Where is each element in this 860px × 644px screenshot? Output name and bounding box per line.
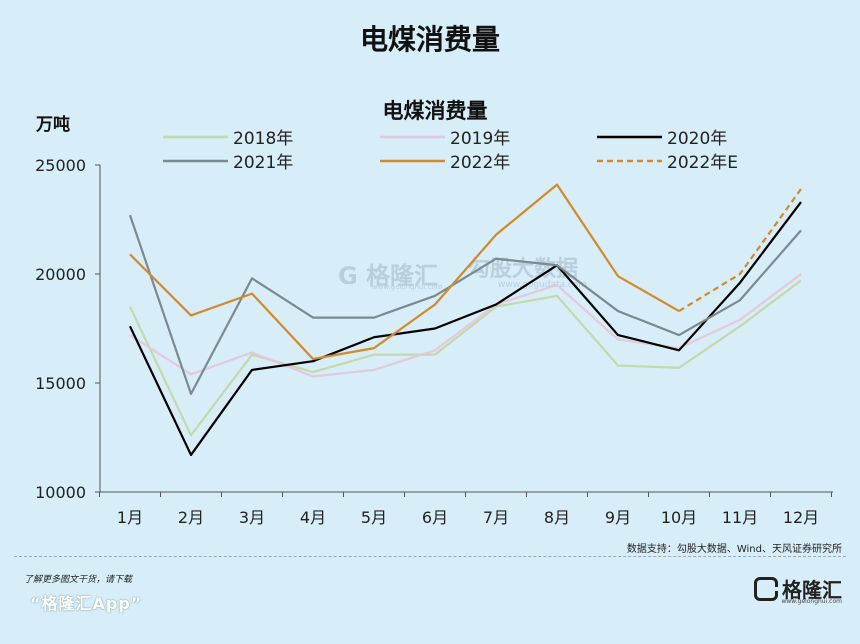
app-promo[interactable]: “格隆汇App” (30, 594, 143, 613)
legend-label: 2018年 (233, 129, 293, 149)
brand-logo: 格隆汇 (754, 574, 842, 603)
x-tick-label: 3月 (239, 508, 265, 527)
legend-label: 2022年 (450, 153, 510, 173)
y-tick-label: 20000 (35, 265, 86, 284)
x-tick-label: 10月 (661, 508, 697, 527)
legend-label: 2020年 (667, 129, 727, 149)
series-line (128, 214, 802, 395)
series-line (129, 183, 680, 361)
watermark-logo: G 格隆汇 (338, 262, 438, 290)
series-line (129, 201, 802, 457)
legend-label: 2022年E (667, 153, 738, 173)
watermark-url: www.gelonghui.com (372, 283, 443, 291)
series-line (129, 279, 802, 437)
legend-label: 2021年 (233, 153, 293, 173)
x-tick-label: 6月 (422, 508, 448, 527)
logo-g-icon (754, 576, 778, 601)
download-tip: 了解更多图文干货，请下载 (24, 575, 133, 585)
page-title: 电煤消费量 (359, 23, 500, 56)
source-note: 数据支持：勾股大数据、Wind、天风证券研究所 (626, 544, 842, 555)
x-tick-label: 11月 (722, 508, 758, 527)
brand-url: www.gelonghui.com (781, 598, 842, 605)
x-tick-label: 4月 (300, 508, 326, 527)
x-tick-label: 8月 (544, 508, 570, 527)
y-tick-label: 10000 (35, 483, 86, 502)
x-tick-label: 12月 (783, 508, 819, 527)
x-tick-label: 9月 (605, 508, 631, 527)
y-tick-label: 25000 (35, 156, 86, 175)
x-tick-label: 1月 (117, 508, 143, 527)
series-line (129, 273, 802, 378)
watermark-url-2: www.gogudata.com (498, 280, 587, 290)
y-axis-label: 万吨 (35, 114, 70, 135)
x-tick-label: 7月 (483, 508, 509, 527)
brand-name: 格隆汇 (782, 578, 842, 602)
legend-label: 2019年 (450, 129, 510, 149)
series-line (678, 188, 802, 313)
x-tick-label: 5月 (361, 508, 387, 527)
y-tick-label: 15000 (35, 374, 86, 393)
x-tick-label: 2月 (178, 508, 204, 527)
divider (14, 556, 846, 557)
chart-title: 电煤消费量 (383, 99, 488, 123)
line-chart: G 格隆汇www.gelonghui.com勾股大数据www.gogudata.… (35, 99, 833, 527)
